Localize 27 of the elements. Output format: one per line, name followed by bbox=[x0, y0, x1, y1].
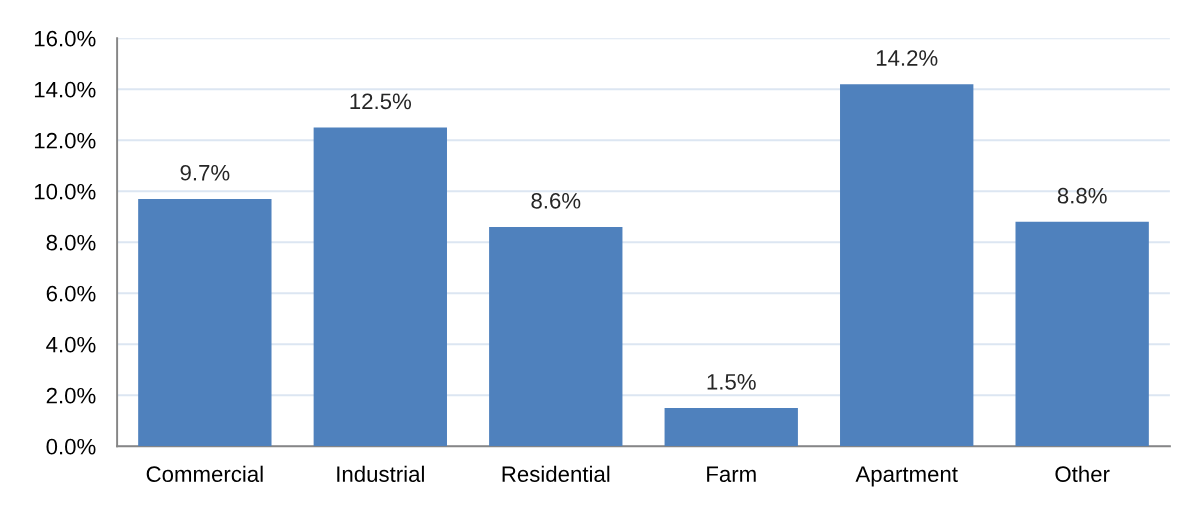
bar bbox=[1015, 221, 1149, 447]
data-label: 12.5% bbox=[350, 93, 412, 110]
y-tick-label: 4.0% bbox=[46, 336, 96, 353]
bar bbox=[138, 198, 272, 447]
x-tick-label: Apartment bbox=[855, 466, 958, 487]
bar bbox=[313, 127, 447, 447]
data-label: 8.8% bbox=[1057, 187, 1107, 204]
bar bbox=[664, 408, 798, 447]
data-label: 14.2% bbox=[876, 50, 938, 66]
y-tick-label: 0.0% bbox=[46, 438, 96, 455]
bar bbox=[840, 84, 974, 447]
y-tick-label: 2.0% bbox=[46, 387, 96, 404]
x-tick-label: Commercial bbox=[146, 465, 263, 483]
x-tick-label: Other bbox=[1055, 465, 1110, 483]
y-tick-label: 12.0% bbox=[34, 132, 96, 149]
data-label: 8.6% bbox=[531, 192, 581, 209]
x-tick-label: Farm bbox=[707, 466, 756, 483]
data-label: 9.7% bbox=[180, 164, 230, 181]
y-tick-label: 14.0% bbox=[34, 81, 96, 98]
bar bbox=[489, 226, 623, 447]
y-tick-label: 16.0% bbox=[34, 30, 96, 47]
y-tick-label: 10.0% bbox=[34, 183, 96, 200]
data-label: 1.5% bbox=[707, 374, 756, 390]
x-tick-label: Residential bbox=[502, 465, 610, 483]
y-tick-label: 6.0% bbox=[46, 285, 96, 302]
y-tick-label: 8.0% bbox=[46, 234, 96, 251]
x-tick-label: Industrial bbox=[337, 465, 424, 483]
